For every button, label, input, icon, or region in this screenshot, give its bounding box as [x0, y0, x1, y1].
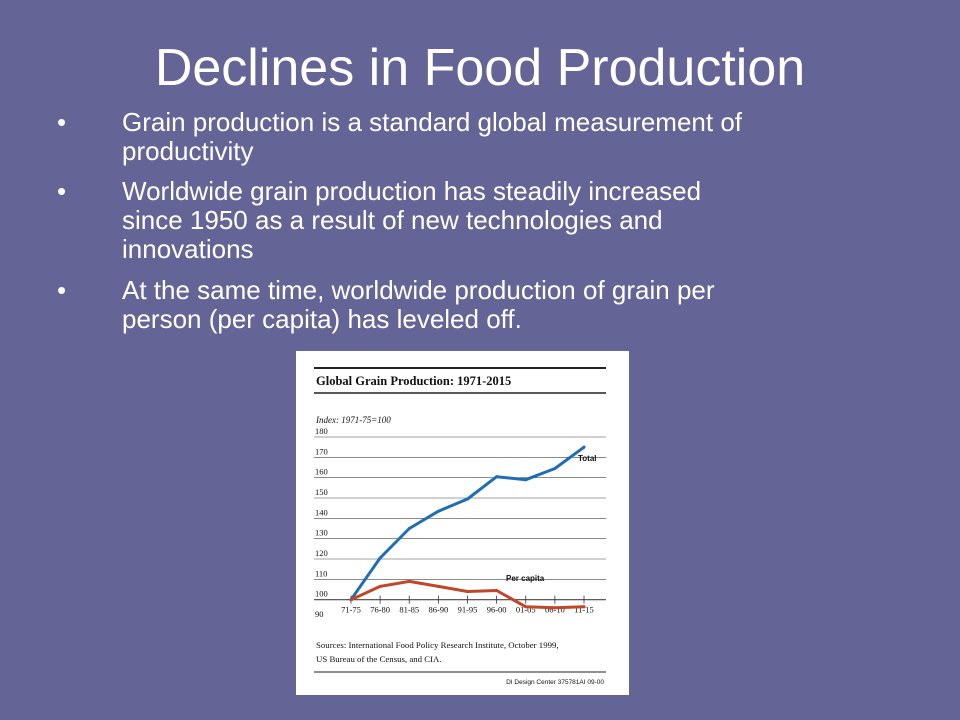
- data-point: [553, 467, 557, 471]
- y-tick-label: 180: [315, 426, 328, 436]
- bullet-marker: •: [57, 176, 67, 206]
- x-tick-label: 76-80: [370, 605, 390, 615]
- bullet-line: At the same time, worldwide production o…: [122, 275, 715, 305]
- bullet-line: innovations: [122, 234, 254, 264]
- data-point: [495, 475, 499, 479]
- bullet-marker: •: [57, 107, 67, 137]
- y-tick-label: 150: [315, 487, 328, 497]
- chart-subtitle: Index: 1971-75=100: [315, 415, 391, 425]
- slide-title: Declines in Food Production: [154, 39, 806, 97]
- x-tick-label: 96-00: [487, 605, 507, 615]
- bullet-line: productivity: [122, 136, 254, 166]
- sources-line: Sources: International Food Policy Resea…: [316, 640, 559, 650]
- x-tick-label: 11-15: [574, 605, 594, 615]
- y-tick-label: 120: [315, 548, 328, 558]
- bullet-line: Worldwide grain production has steadily …: [122, 176, 702, 206]
- x-tick-label: 01-05: [516, 605, 536, 615]
- data-point: [582, 445, 586, 449]
- bullet-line: Grain production is a standard global me…: [122, 107, 743, 137]
- x-tick-label: 81-85: [399, 605, 419, 615]
- y-tick-label: 170: [315, 446, 328, 456]
- y-tick-label: 100: [315, 589, 328, 599]
- data-point: [553, 606, 557, 610]
- gridlines: [314, 436, 606, 601]
- data-point: [436, 584, 440, 588]
- y-tick-label: 110: [315, 568, 327, 578]
- bullet-line: person (per capita) has leveled off.: [122, 304, 522, 334]
- chart-svg: Global Grain Production: 1971-2015 Index…: [314, 367, 606, 686]
- x-tick-label: 06-10: [545, 605, 565, 615]
- legend-total: Total: [578, 454, 597, 463]
- data-point: [524, 478, 528, 482]
- y-axis-ticks: 180 170 160 150 140 130 120 110 100 90: [315, 426, 328, 619]
- data-point: [524, 605, 528, 609]
- data-point: [407, 579, 411, 583]
- x-axis-ticks: 71-75 76-80 81-85 86-90 91-95 96-00 01-05 06-10…: [341, 595, 594, 615]
- data-point: [378, 556, 382, 560]
- data-point: [349, 598, 353, 602]
- data-point: [466, 497, 469, 501]
- sources-line: US Bureau of the Census, and CIA.: [316, 654, 442, 664]
- data-point: [436, 509, 440, 513]
- data-point: [466, 590, 469, 594]
- series-line-total: [349, 445, 586, 602]
- y-tick-label: 130: [315, 528, 328, 538]
- x-tick-label: 91-95: [458, 605, 478, 615]
- y-tick-label: 160: [315, 467, 328, 477]
- bullet-marker: •: [57, 275, 67, 305]
- y-tick-label: 90: [315, 609, 324, 619]
- legend-per-capita: Per capita: [506, 574, 545, 583]
- credit-text: DI Design Center 375781AI 09-00: [506, 679, 604, 686]
- chart-title: Global Grain Production: 1971-2015: [316, 374, 511, 388]
- x-tick-label: 86-90: [428, 605, 448, 615]
- x-tick-label: 71-75: [341, 605, 361, 615]
- data-point: [582, 605, 586, 609]
- series-lines: [349, 445, 586, 610]
- y-tick-label: 140: [315, 507, 328, 517]
- data-point: [407, 527, 411, 530]
- data-point: [495, 589, 499, 593]
- chart-card: Global Grain Production: 1971-2015 Index…: [296, 351, 629, 695]
- bullet-line: since 1950 as a result of new technologi…: [122, 205, 663, 235]
- data-point: [378, 584, 382, 588]
